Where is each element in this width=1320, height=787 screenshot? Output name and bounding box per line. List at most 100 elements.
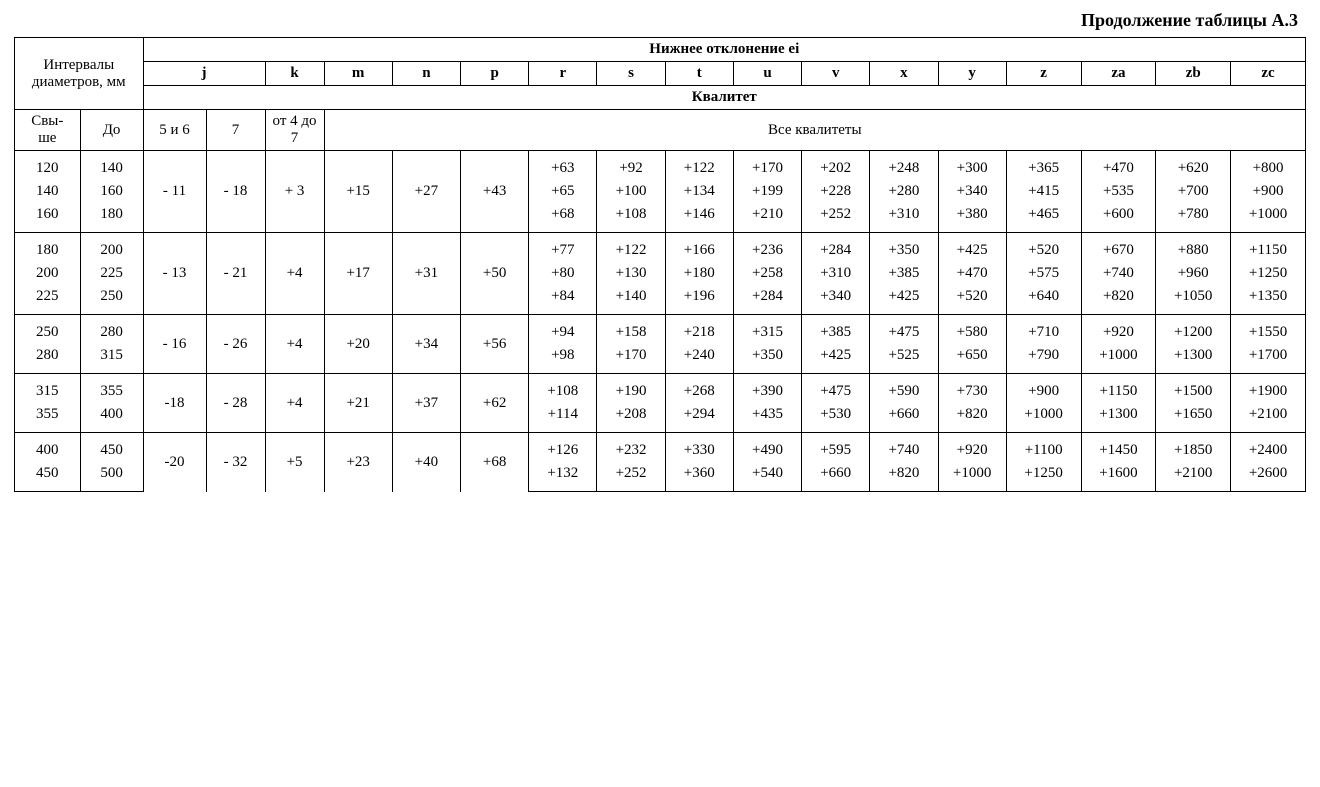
cell-from: 200 <box>15 262 81 285</box>
cell-from: 250 <box>15 321 81 344</box>
cell-t: +294 <box>665 403 733 426</box>
cell-zb: +620 <box>1156 157 1231 180</box>
cell-v: +252 <box>802 203 870 226</box>
cell-x: +425 <box>870 285 938 308</box>
cell-v: +310 <box>802 262 870 285</box>
cell-zc: +800 <box>1231 157 1306 180</box>
cell-zb: +1200 <box>1156 321 1231 344</box>
cell-from: 280 <box>15 344 81 367</box>
cell-r: +84 <box>529 285 597 308</box>
cell-t: +166 <box>665 239 733 262</box>
cell-zc: +2600 <box>1231 462 1306 485</box>
cell-zb: +1050 <box>1156 285 1231 308</box>
cell-y: +520 <box>938 285 1006 308</box>
cell-x: +740 <box>870 439 938 462</box>
cell-to: 200 <box>80 239 143 262</box>
cell-r: +132 <box>529 462 597 485</box>
cell-v: +425 <box>802 344 870 367</box>
hdr-from: Свы- ше <box>15 110 81 151</box>
cell-z: +415 <box>1006 180 1081 203</box>
cell-r: +65 <box>529 180 597 203</box>
cell-y: +340 <box>938 180 1006 203</box>
cell-to: 180 <box>80 203 143 226</box>
cell-m: +20 <box>324 315 392 374</box>
cell-z: +575 <box>1006 262 1081 285</box>
spacer <box>870 485 938 492</box>
cell-zc: +2400 <box>1231 439 1306 462</box>
hdr-j-5-6: 5 и 6 <box>143 110 206 151</box>
cell-from: 225 <box>15 285 81 308</box>
spacer <box>733 485 801 492</box>
cell-za: +1450 <box>1081 439 1156 462</box>
cell-zb: +780 <box>1156 203 1231 226</box>
cell-v: +385 <box>802 321 870 344</box>
cell-x: +248 <box>870 157 938 180</box>
cell-u: +284 <box>733 285 801 308</box>
cell-r: +126 <box>529 439 597 462</box>
cell-from: 355 <box>15 403 81 426</box>
cell-s: +108 <box>597 203 665 226</box>
cell-z: +365 <box>1006 157 1081 180</box>
cell-u: +170 <box>733 157 801 180</box>
cell-v: +284 <box>802 239 870 262</box>
cell-t: +180 <box>665 262 733 285</box>
cell-za: +820 <box>1081 285 1156 308</box>
cell-t: +218 <box>665 321 733 344</box>
cell-from: 450 <box>15 462 81 485</box>
cell-r: +68 <box>529 203 597 226</box>
cell-from: 315 <box>15 380 81 403</box>
cell-to: 355 <box>80 380 143 403</box>
cell-z: +640 <box>1006 285 1081 308</box>
cell-y: +730 <box>938 380 1006 403</box>
cell-x: +310 <box>870 203 938 226</box>
cell-to: 400 <box>80 403 143 426</box>
cell-from: 120 <box>15 157 81 180</box>
hdr-letter-v: v <box>802 62 870 86</box>
table-header: Интервалы диаметров, мм Нижнее отклонени… <box>15 38 1306 151</box>
cell-m: +15 <box>324 151 392 233</box>
cell-zc: +1550 <box>1231 321 1306 344</box>
cell-s: +252 <box>597 462 665 485</box>
cell-m: +23 <box>324 433 392 492</box>
cell-za: +920 <box>1081 321 1156 344</box>
cell-u: +258 <box>733 262 801 285</box>
cell-s: +92 <box>597 157 665 180</box>
cell-y: +380 <box>938 203 1006 226</box>
cell-from: 180 <box>15 239 81 262</box>
cell-za: +470 <box>1081 157 1156 180</box>
hdr-letter-y: y <box>938 62 1006 86</box>
hdr-letter-u: u <box>733 62 801 86</box>
cell-za: +1600 <box>1081 462 1156 485</box>
cell-s: +140 <box>597 285 665 308</box>
hdr-letter-k: k <box>265 62 324 86</box>
cell-u: +435 <box>733 403 801 426</box>
cell-za: +1000 <box>1081 344 1156 367</box>
hdr-kvalitet: Квалитет <box>143 86 1305 110</box>
table-caption: Продолжение таблицы А.3 <box>14 10 1306 31</box>
spacer <box>15 485 81 492</box>
cell-from: 400 <box>15 439 81 462</box>
cell-j2: - 18 <box>206 151 265 233</box>
cell-n: +34 <box>392 315 460 374</box>
spacer <box>1081 485 1156 492</box>
cell-zb: +1650 <box>1156 403 1231 426</box>
hdr-j-7: 7 <box>206 110 265 151</box>
hdr-letters-row: jkmnprstuvxyzzazbzc <box>15 62 1306 86</box>
cell-z: +1000 <box>1006 403 1081 426</box>
cell-u: +540 <box>733 462 801 485</box>
cell-s: +100 <box>597 180 665 203</box>
cell-zb: +880 <box>1156 239 1231 262</box>
cell-u: +350 <box>733 344 801 367</box>
cell-zc: +1250 <box>1231 262 1306 285</box>
hdr-letter-m: m <box>324 62 392 86</box>
cell-p: +50 <box>461 233 529 315</box>
cell-v: +202 <box>802 157 870 180</box>
cell-x: +590 <box>870 380 938 403</box>
cell-r: +114 <box>529 403 597 426</box>
cell-m: +21 <box>324 374 392 433</box>
cell-u: +390 <box>733 380 801 403</box>
cell-z: +520 <box>1006 239 1081 262</box>
hdr-letter-s: s <box>597 62 665 86</box>
cell-to: 160 <box>80 180 143 203</box>
cell-r: +108 <box>529 380 597 403</box>
